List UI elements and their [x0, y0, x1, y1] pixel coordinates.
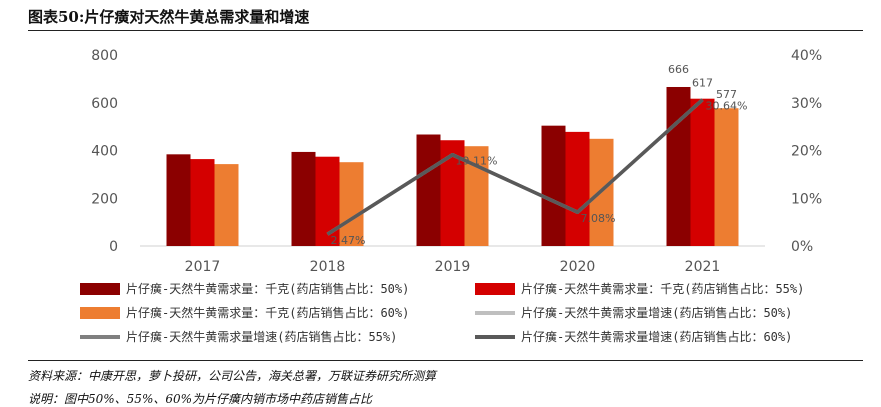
growth-line-1	[326, 98, 704, 236]
bar-1-2017	[166, 154, 191, 246]
bar-1-2020	[541, 125, 566, 246]
bar-2-2020	[565, 131, 590, 246]
bar-1-2019	[416, 134, 441, 246]
y-right-tick-label: 40%	[791, 48, 822, 64]
bar-3-2021	[714, 108, 739, 247]
legend-swatch-bar	[475, 283, 515, 295]
y-left-tick-label: 600	[91, 96, 118, 112]
footer-rule	[28, 360, 863, 361]
legend-label: 片仔癀-天然牛黄需求量增速(药店销售占比：60%)	[521, 329, 792, 344]
x-category-label: 2021	[685, 259, 721, 275]
y-left-tick-label: 200	[91, 191, 118, 207]
x-category-label: 2018	[310, 259, 346, 275]
line-value-label: 7.08%	[581, 212, 616, 225]
legend-label: 片仔癀-天然牛黄需求量增速(药店销售占比：55%)	[126, 329, 397, 344]
bar-2-2021	[690, 98, 715, 246]
x-category-label: 2019	[435, 259, 471, 275]
line-value-label: 19.11%	[456, 155, 498, 168]
legend-label: 片仔癀-天然牛黄需求量：千克(药店销售占比：50%)	[126, 281, 409, 296]
legend-swatch-bar	[80, 283, 120, 295]
y-right-tick-label: 30%	[791, 96, 822, 112]
line-value-label: 30.64%	[706, 100, 748, 113]
source-note: 资料来源：中康开思，萝卜投研，公司公告，海关总署，万联证券研究所测算	[28, 369, 437, 383]
y-left-tick-label: 800	[91, 48, 118, 64]
bar-2-2017	[190, 159, 215, 246]
growth-line-3	[326, 98, 704, 236]
bar-value-label: 577	[716, 88, 737, 101]
line-value-label: 2.47%	[331, 234, 366, 247]
y-left-tick-label: 400	[91, 144, 118, 160]
bar-value-label: 666	[668, 63, 689, 76]
legend-label: 片仔癀-天然牛黄需求量：千克(药店销售占比：55%)	[521, 281, 804, 296]
chart: 800 600 400 200 0 40% 30% 20% 10% 0% 2017 2018 2019 2…	[80, 48, 822, 344]
explanation-note: 说明：图中50%、55%、60%为片仔癀内销市场中药店销售占比	[28, 392, 373, 406]
bar-3-2018	[339, 162, 364, 246]
legend-label: 片仔癀-天然牛黄需求量增速(药店销售占比：50%)	[521, 305, 792, 320]
legend-swatch-bar	[80, 307, 120, 319]
title-rule	[28, 30, 863, 31]
y-right-tick-label: 20%	[791, 144, 822, 160]
growth-line-2	[326, 98, 704, 236]
y-right-tick-label: 10%	[791, 191, 822, 207]
x-category-label: 2020	[560, 259, 596, 275]
chart-title: 图表50:片仔癀对天然牛黄总需求量和增速	[28, 8, 310, 26]
bar-1-2021	[666, 86, 691, 247]
bar-3-2017	[214, 164, 239, 246]
legend-label: 片仔癀-天然牛黄需求量：千克(药店销售占比：60%)	[126, 305, 409, 320]
bar-value-label: 617	[692, 77, 713, 90]
y-left-tick-label: 0	[109, 239, 118, 255]
x-category-label: 2017	[185, 259, 221, 275]
y-right-tick-label: 0%	[791, 239, 813, 255]
bar-1-2018	[291, 151, 316, 246]
